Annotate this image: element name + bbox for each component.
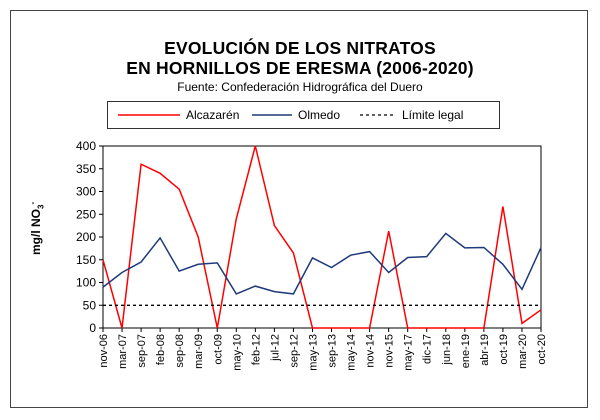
legend-label-2: Límite legal — [402, 108, 463, 122]
x-tick-label: mar-07 — [117, 334, 129, 369]
x-tick-label: sep-12 — [288, 334, 300, 368]
x-tick-label: nov-06 — [98, 334, 110, 368]
x-tick-label: sep-07 — [136, 334, 148, 368]
x-tick-label: nov-15 — [384, 334, 396, 368]
x-tick-label: feb-12 — [250, 334, 262, 365]
chart-frame — [10, 10, 588, 408]
y-tick-label: 150 — [76, 253, 96, 267]
x-tick-label: may-10 — [231, 334, 243, 371]
y-tick-label: 250 — [76, 207, 96, 221]
series-line-0 — [102, 145, 542, 329]
y-tick-label: 400 — [76, 139, 96, 153]
y-tick-label: 300 — [76, 185, 96, 199]
legend-label-1: Olmedo — [298, 108, 340, 122]
series-line-1 — [102, 232, 542, 295]
x-tick-label: dic-17 — [422, 334, 434, 364]
x-tick-label: nov-14 — [365, 334, 377, 368]
x-tick-label: feb-08 — [155, 334, 167, 365]
x-tick-label: mar-09 — [193, 334, 205, 369]
x-tick-label: may-14 — [346, 334, 358, 371]
x-tick-label: mar-20 — [517, 334, 529, 369]
chart-subtitle: Fuente: Confederación Hidrográfica del D… — [177, 80, 423, 94]
x-tick-label: may-17 — [403, 334, 415, 371]
y-tick-label: 350 — [76, 162, 96, 176]
legend-label-0: Alcazarén — [186, 108, 239, 122]
y-tick-label: 0 — [89, 321, 96, 335]
x-tick-label: ene-19 — [460, 334, 472, 368]
y-tick-label: 50 — [83, 298, 97, 312]
x-tick-label: sep-13 — [327, 334, 339, 368]
x-tick-label: oct-20 — [536, 334, 548, 365]
x-tick-label: oct-09 — [212, 334, 224, 365]
x-tick-label: sep-08 — [174, 334, 186, 368]
x-tick-label: oct-19 — [498, 334, 510, 365]
x-tick-label: abr-19 — [479, 334, 491, 366]
x-tick-label: jul-12 — [269, 334, 281, 362]
chart-title-line2: EN HORNILLOS DE ERESMA (2006-2020) — [126, 58, 474, 78]
plot-area — [102, 145, 542, 329]
x-tick-label: jun-18 — [441, 334, 453, 366]
y-tick-label: 100 — [76, 276, 96, 290]
x-tick-label: may-13 — [307, 334, 319, 371]
chart-title-line1: EVOLUCIÓN DE LOS NITRATOS — [164, 38, 436, 58]
y-tick-label: 200 — [76, 230, 96, 244]
